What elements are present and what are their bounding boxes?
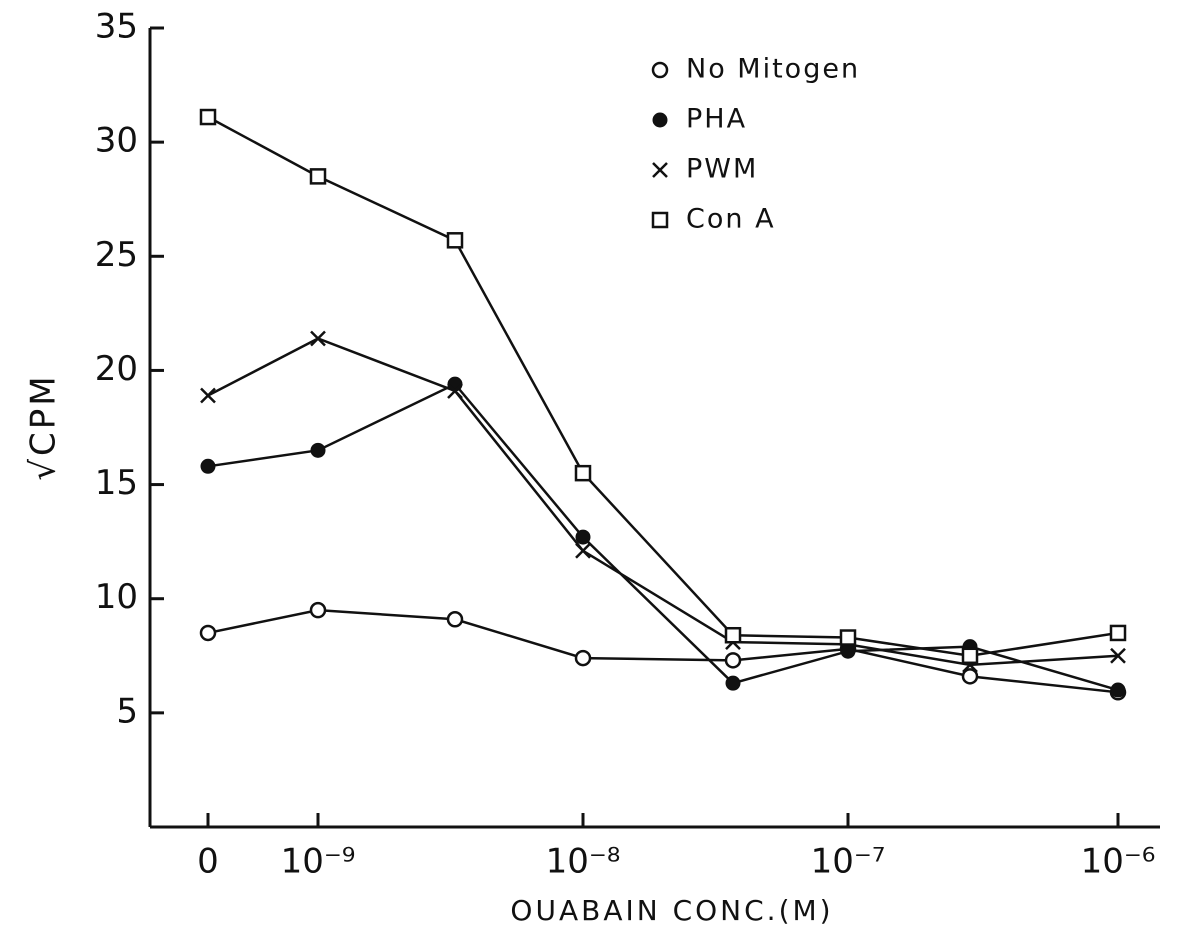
point <box>200 458 216 474</box>
y-tick-label: 25 <box>95 235 138 275</box>
legend-marker <box>652 162 668 178</box>
point <box>446 232 464 249</box>
series-line <box>207 337 1119 667</box>
y-tick-label: 20 <box>95 349 138 389</box>
point <box>840 643 856 659</box>
point <box>961 647 979 665</box>
point <box>1110 647 1126 664</box>
point <box>574 649 592 667</box>
y-tick-label: 35 <box>95 7 138 47</box>
point <box>200 387 216 404</box>
point <box>575 529 591 545</box>
y-tick-label: 10 <box>95 577 138 617</box>
y-tick-label: 15 <box>95 463 138 503</box>
point <box>309 168 327 185</box>
point <box>447 383 463 399</box>
point <box>199 624 217 642</box>
y-axis-label: √CPM <box>24 373 64 480</box>
legend-label: PWM <box>686 154 758 185</box>
point <box>310 442 326 458</box>
point <box>1109 624 1127 642</box>
point <box>574 464 592 482</box>
legend-label: Con A <box>686 204 776 235</box>
series-line <box>207 382 1119 692</box>
point <box>725 675 741 691</box>
point <box>310 330 326 347</box>
point <box>446 611 464 628</box>
legend-label: No Mitogen <box>686 54 860 85</box>
series-line <box>207 115 1119 658</box>
x-axis-label: OUABAIN CONC.(M) <box>510 894 833 927</box>
point <box>724 652 742 669</box>
point <box>961 668 979 685</box>
series-line <box>207 608 1119 694</box>
y-tick-label: 5 <box>116 691 138 731</box>
point <box>309 601 327 619</box>
x-tick-label: 10⁻⁶ <box>1081 842 1156 882</box>
point <box>1110 682 1126 698</box>
legend-marker <box>651 61 669 79</box>
legend-label: PHA <box>686 104 747 135</box>
legend-marker <box>651 211 669 229</box>
point <box>447 376 463 392</box>
x-tick-label: 10⁻⁸ <box>546 842 621 882</box>
point <box>575 542 591 559</box>
legend-marker <box>652 112 668 128</box>
y-tick-label: 30 <box>95 121 138 161</box>
x-tick-label: 10⁻⁹ <box>281 842 356 882</box>
x-tick-label: 10⁻⁷ <box>811 842 886 882</box>
point <box>199 108 217 126</box>
x-tick-label: 0 <box>197 842 219 882</box>
point <box>724 626 742 644</box>
point <box>839 629 857 646</box>
